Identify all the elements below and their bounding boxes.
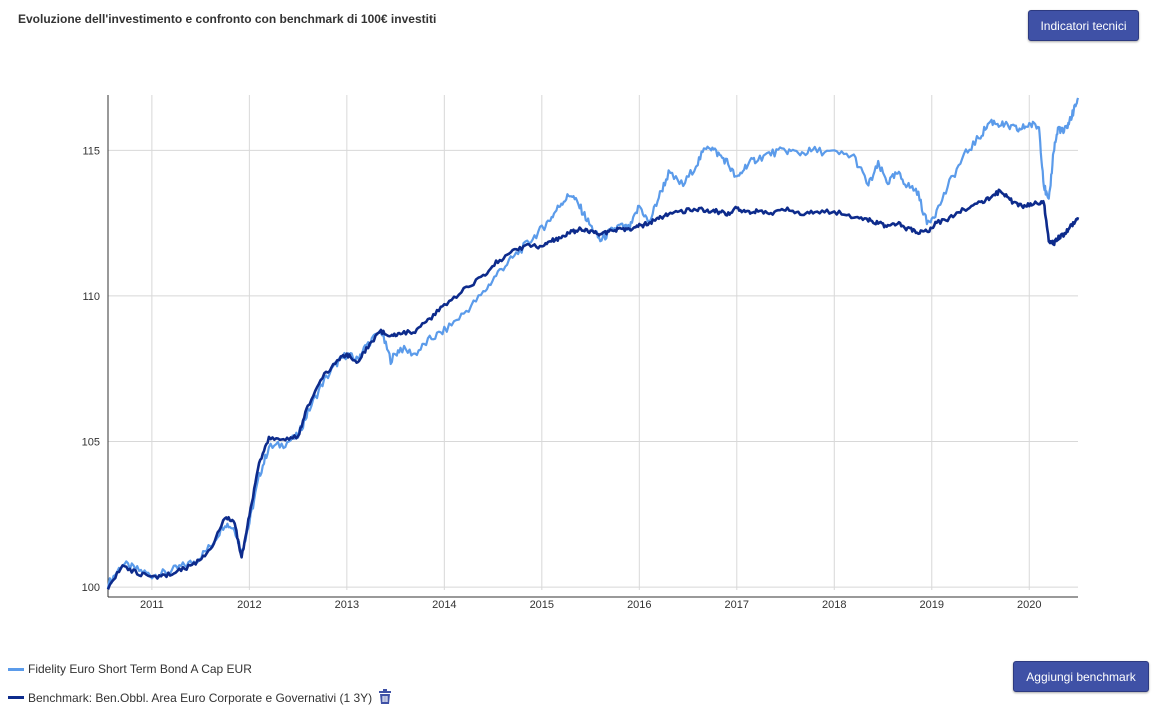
legend-label-fund: Fidelity Euro Short Term Bond A Cap EUR bbox=[28, 662, 252, 676]
series-line-benchmark bbox=[106, 188, 1080, 590]
y-tick-label: 110 bbox=[82, 291, 100, 303]
x-tick-label: 2020 bbox=[1017, 599, 1041, 611]
y-tick-label: 115 bbox=[82, 145, 100, 157]
x-tick-label: 2017 bbox=[725, 599, 749, 611]
x-tick-label: 2019 bbox=[920, 599, 944, 611]
x-tick-label: 2012 bbox=[237, 599, 261, 611]
technical-indicators-button[interactable]: Indicatori tecnici bbox=[1028, 10, 1139, 41]
x-tick-label: 2013 bbox=[335, 599, 359, 611]
x-tick-label: 2015 bbox=[530, 599, 554, 611]
x-tick-label: 2011 bbox=[140, 599, 164, 611]
x-tick-label: 2016 bbox=[627, 599, 651, 611]
y-tick-label: 105 bbox=[82, 437, 100, 449]
add-benchmark-button[interactable]: Aggiungi benchmark bbox=[1013, 661, 1149, 692]
trash-icon[interactable] bbox=[375, 686, 395, 709]
legend-item-fund[interactable]: Fidelity Euro Short Term Bond A Cap EUR bbox=[8, 662, 252, 676]
chart-title: Evoluzione dell'investimento e confronto… bbox=[18, 12, 437, 26]
legend-swatch-fund bbox=[8, 667, 24, 671]
x-tick-label: 2018 bbox=[822, 599, 846, 611]
legend-item-benchmark[interactable]: Benchmark: Ben.Obbl. Area Euro Corporate… bbox=[8, 686, 395, 709]
legend-label-benchmark: Benchmark: Ben.Obbl. Area Euro Corporate… bbox=[28, 690, 373, 705]
legend-swatch-benchmark bbox=[8, 696, 24, 699]
series-line-fund bbox=[106, 97, 1080, 589]
line-chart: 2011 2012 2013 2014 2015 2016 2017 2018 2019 2020… bbox=[82, 95, 1080, 611]
x-tick-label: 2014 bbox=[432, 599, 456, 611]
y-tick-label: 100 bbox=[82, 582, 100, 594]
